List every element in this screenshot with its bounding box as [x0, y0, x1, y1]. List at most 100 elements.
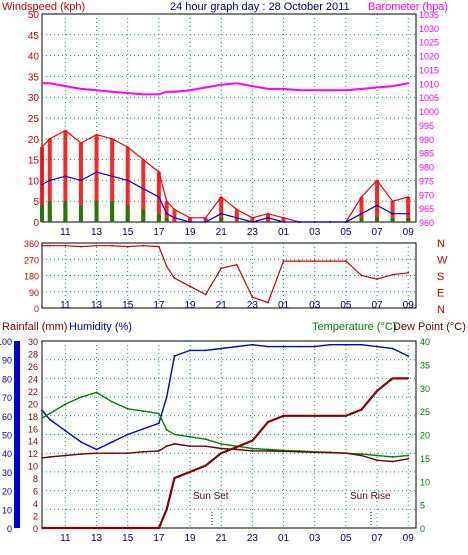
dewpoint-line-point-22 — [360, 454, 363, 457]
windspeed-line-point-24 — [391, 200, 394, 203]
dewpoint-line-point-20 — [329, 451, 332, 454]
wind-low-bar-2 — [63, 201, 68, 222]
wind-y-tick-0: 0 — [33, 218, 39, 229]
rain-y-tick-4: 4 — [33, 499, 38, 509]
rain-y-tick-28: 28 — [28, 349, 38, 359]
wind-low-bar-24 — [390, 217, 395, 222]
rain-y-tick-10: 10 — [28, 462, 38, 472]
windspeed-line-point-6 — [126, 146, 129, 149]
baro-y-tick-970: 970 — [419, 190, 434, 200]
rainfall-line-point-6 — [126, 527, 129, 529]
dewpoint-line-point-13 — [220, 447, 223, 450]
windspeed-axis-title: Windspeed (kph) — [2, 1, 85, 13]
windspeed-bar-15 — [250, 217, 255, 222]
temperature-axis-title: Temperature (°C) — [312, 321, 396, 333]
barometer-line-point-17 — [282, 87, 285, 90]
rainfall-line-point-14 — [235, 446, 238, 448]
hum-y-tick-100: 100 — [0, 337, 12, 347]
dewpoint-line-point-10 — [173, 442, 176, 445]
hum-y-tick-90: 90 — [2, 356, 12, 366]
barometer-line-point-24 — [391, 85, 394, 88]
wind-avg-line-point-13 — [220, 212, 223, 215]
wind-low-bar-25 — [406, 217, 411, 222]
windspeed-line-point-8 — [157, 171, 160, 173]
temp-y-tick-40: 40 — [420, 337, 430, 347]
dewpoint-line-point-19 — [313, 451, 316, 454]
wind-y-tick-10: 10 — [28, 176, 40, 187]
windspeed-bar-25 — [406, 197, 411, 222]
windspeed-bar-14 — [234, 209, 239, 222]
rainfall-line-point-23 — [376, 389, 378, 392]
windspeed-line-point-22 — [360, 196, 363, 198]
windspeed-line-point-11 — [189, 216, 191, 219]
temperature-line-point-6 — [126, 407, 129, 410]
humidity-line-point-4 — [95, 448, 98, 451]
wind-low-bar-6 — [125, 205, 130, 222]
temp-panel-frame — [41, 340, 417, 529]
x-tick-1-07: 07 — [371, 300, 383, 311]
barometer-line-point-21 — [344, 89, 347, 92]
rain-y-tick-30: 30 — [28, 337, 38, 347]
windspeed-line-point-0 — [41, 146, 43, 149]
dewpoint-line-point-0 — [41, 456, 43, 459]
winddir-line-point-6 — [126, 245, 129, 248]
baro-y-tick-1025: 1025 — [419, 38, 439, 48]
barometer-line-point-15 — [251, 85, 254, 88]
windspeed-line-point-23 — [376, 179, 378, 182]
x-tick-1-01: 01 — [278, 300, 290, 311]
windspeed-bar-10 — [172, 209, 177, 222]
graph-title: 24 hour graph day : 28 October 2011 — [170, 1, 350, 13]
windspeed-line-point-9 — [165, 200, 168, 203]
humidity-line — [41, 343, 409, 451]
dewpoint-line-point-12 — [204, 445, 207, 448]
x-tick-2-05: 05 — [340, 533, 352, 544]
windspeed-bar-9 — [164, 201, 169, 222]
temperature-line-point-25 — [407, 454, 410, 457]
dir-y-tick-360: 360 — [24, 239, 39, 249]
x-tick-0-23: 23 — [247, 227, 259, 238]
x-tick-2-19: 19 — [184, 533, 196, 544]
windspeed-line-point-1 — [48, 137, 51, 140]
dewpoint-line-point-4 — [95, 452, 98, 455]
x-tick-0-17: 17 — [153, 227, 165, 238]
baro-y-tick-1010: 1010 — [419, 79, 439, 89]
windspeed-bar-5 — [110, 138, 115, 222]
temperature-line-point-23 — [376, 454, 378, 457]
humidity-line-point-22 — [360, 343, 363, 346]
winddir-line-point-24 — [391, 273, 394, 276]
winddir-line-point-0 — [41, 244, 43, 247]
dewpoint-line-point-17 — [282, 450, 285, 453]
rain-y-tick-14: 14 — [28, 437, 38, 447]
rain-y-tick-2: 2 — [33, 512, 38, 522]
humidity-line-point-15 — [251, 343, 254, 346]
windspeed-line-point-7 — [142, 158, 145, 161]
x-tick-2-17: 17 — [153, 533, 165, 544]
temp-y-tick-30: 30 — [420, 384, 430, 394]
windspeed-line-point-5 — [111, 137, 114, 140]
windspeed-line-point-14 — [235, 208, 238, 211]
dewpoint-line-point-11 — [189, 445, 191, 448]
winddir-line-point-23 — [376, 278, 378, 281]
wind-avg-line-point-4 — [95, 171, 98, 173]
wind-avg-line-point-1 — [48, 179, 51, 182]
x-tick-0-01: 01 — [278, 227, 290, 238]
winddir-line-point-9 — [165, 265, 168, 268]
windspeed-line-point-25 — [407, 196, 410, 198]
rain-y-tick-22: 22 — [28, 387, 38, 397]
temperature-line-point-2 — [64, 403, 67, 406]
windspeed-line-point-10 — [173, 208, 176, 211]
rainfall-line-point-2 — [64, 527, 67, 529]
sunset-label: Sun Set — [193, 491, 229, 502]
dewpoint-line-point-1 — [48, 456, 51, 458]
barometer-line-point-4 — [95, 89, 98, 92]
dewpoint-line-point-23 — [376, 459, 378, 462]
wind-avg-line-point-15 — [251, 221, 254, 223]
humidity-line-point-11 — [189, 349, 191, 352]
baro-y-tick-965: 965 — [419, 204, 434, 214]
baro-y-tick-960: 960 — [419, 218, 434, 228]
x-tick-1-21: 21 — [216, 300, 228, 311]
humidity-line-point-14 — [235, 345, 238, 348]
x-tick-2-23: 23 — [247, 533, 259, 544]
wind-avg-line-point-12 — [204, 221, 207, 223]
hum-y-tick-50: 50 — [2, 431, 12, 441]
